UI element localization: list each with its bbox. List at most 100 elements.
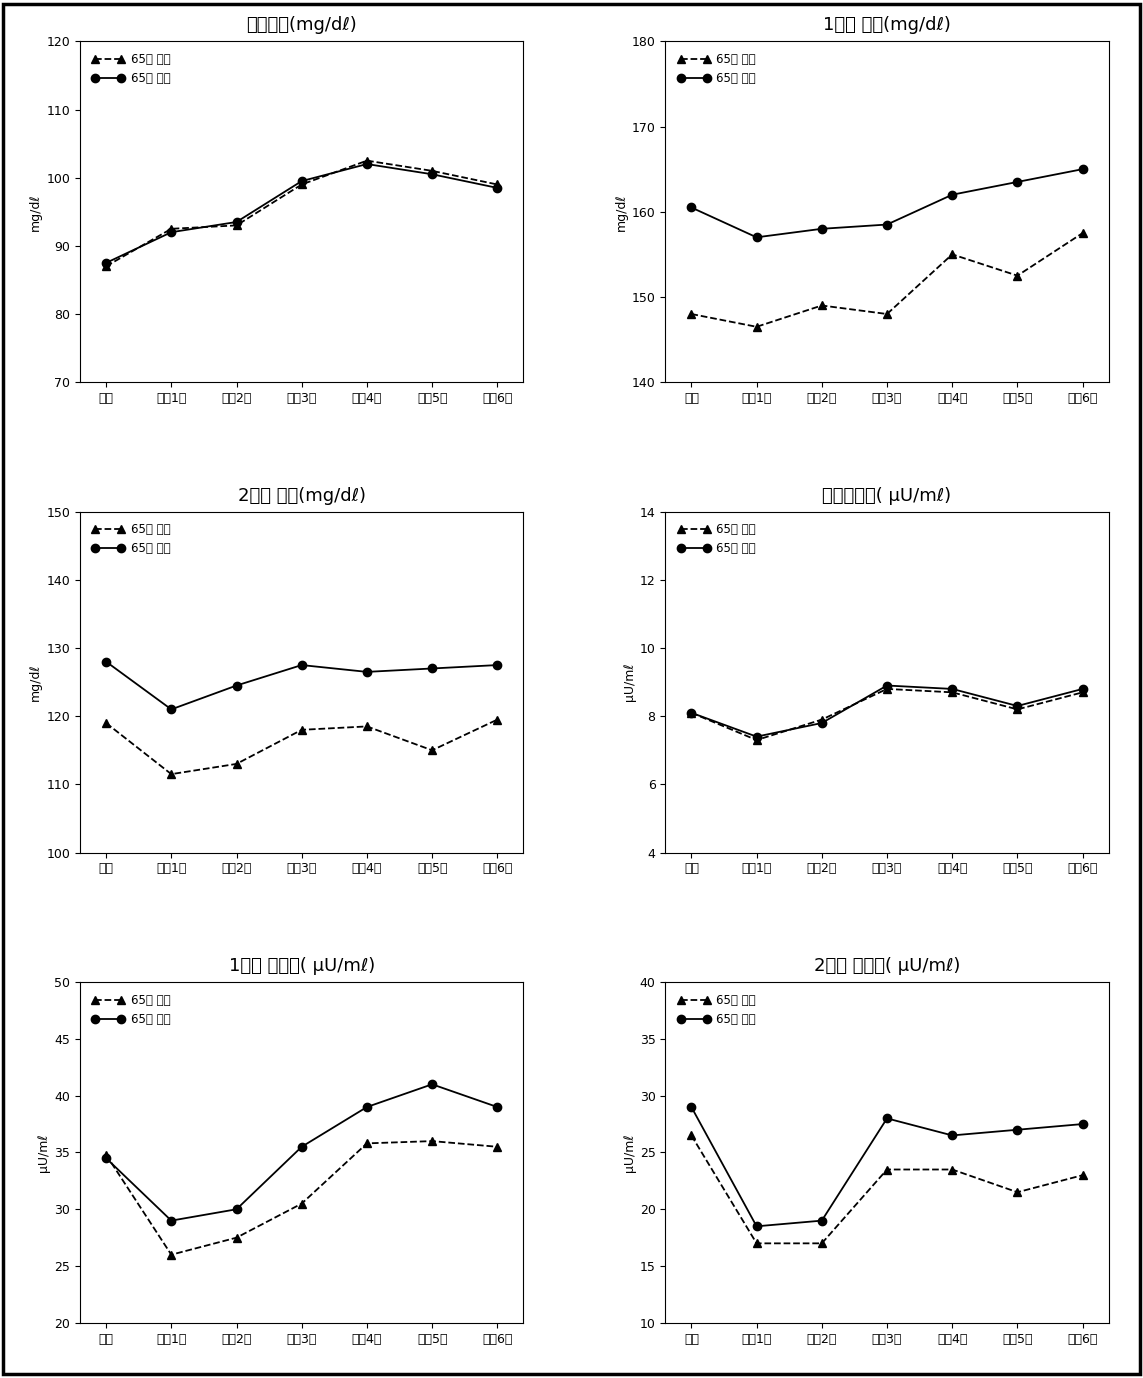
65세 이상 [165,1213,178,1229]
65세 미만 [295,722,309,739]
65세 이상 [1076,161,1089,178]
65세 미만 [815,298,829,314]
Y-axis label: μU/mℓ: μU/mℓ [623,1133,636,1171]
Y-axis label: mg/dℓ: mg/dℓ [615,193,628,230]
65세 미만 [490,176,504,193]
65세 이상 [295,172,309,189]
Line: 65세 이상: 65세 이상 [102,160,502,267]
Line: 65세 이상: 65세 이상 [102,1080,502,1225]
Legend: 65세 미만, 65세 이상: 65세 미만, 65세 이상 [671,988,761,1032]
65세 이상 [230,677,243,693]
Legend: 65세 미만, 65세 이상: 65세 미만, 65세 이상 [86,518,176,561]
Line: 65세 미만: 65세 미만 [687,1131,1087,1247]
65세 미만 [165,766,178,783]
65세 미만 [685,306,698,322]
65세 이상 [685,200,698,216]
Legend: 65세 미만, 65세 이상: 65세 미만, 65세 이상 [86,988,176,1032]
Line: 65세 미만: 65세 미만 [687,685,1087,744]
65세 미만 [425,741,439,758]
65세 미만 [99,715,113,732]
65세 이상 [490,657,504,674]
65세 미만 [815,1235,829,1251]
65세 이상 [815,220,829,237]
65세 이상 [165,701,178,718]
Legend: 65세 미만, 65세 이상: 65세 미만, 65세 이상 [86,47,176,91]
Line: 65세 이상: 65세 이상 [687,681,1087,741]
65세 이상 [750,729,764,745]
65세 미만 [360,1135,374,1152]
65세 이상 [425,660,439,677]
65세 미만 [360,153,374,169]
Line: 65세 이상: 65세 이상 [102,657,502,714]
Y-axis label: μU/mℓ: μU/mℓ [623,663,636,701]
65세 미만 [230,218,243,234]
65세 이상 [815,1213,829,1229]
65세 이상 [1076,681,1089,697]
65세 미만 [490,711,504,728]
65세 미만 [1076,225,1089,241]
65세 미만 [945,247,959,263]
65세 미만 [685,704,698,721]
65세 미만 [750,318,764,335]
65세 이상 [945,681,959,697]
65세 미만 [750,1235,764,1251]
65세 이상 [880,216,894,233]
65세 이상 [1076,1116,1089,1133]
65세 미만 [99,258,113,274]
65세 미만 [1076,683,1089,700]
Title: 1시간 혈당(mg/dℓ): 1시간 혈당(mg/dℓ) [823,17,951,34]
Line: 65세 미만: 65세 미만 [687,229,1087,331]
65세 미만 [230,755,243,772]
65세 미만 [295,176,309,193]
65세 이상 [230,1202,243,1218]
65세 이상 [750,1218,764,1235]
65세 이상 [945,186,959,203]
65세 미만 [880,1162,894,1178]
65세 미만 [295,1195,309,1211]
65세 이상 [815,715,829,732]
65세 이상 [165,225,178,241]
65세 미만 [750,732,764,748]
65세 이상 [945,1127,959,1144]
Y-axis label: μU/mℓ: μU/mℓ [37,1133,50,1171]
65세 이상 [1010,174,1024,190]
65세 미만 [1010,267,1024,284]
Title: 2시간 인슐런( μU/mℓ): 2시간 인슐런( μU/mℓ) [814,956,960,974]
65세 이상 [99,653,113,670]
65세 미만 [1076,1167,1089,1184]
65세 미만 [490,1138,504,1155]
65세 이상 [880,677,894,693]
Title: 공복인슐런( μU/mℓ): 공복인슐런( μU/mℓ) [823,486,952,504]
Legend: 65세 미만, 65세 이상: 65세 미만, 65세 이상 [671,518,761,561]
Y-axis label: mg/dℓ: mg/dℓ [30,663,42,701]
65세 이상 [1010,697,1024,714]
65세 이상 [360,1098,374,1115]
65세 미만 [360,718,374,734]
65세 미만 [425,163,439,179]
65세 이상 [685,1098,698,1115]
65세 미만 [230,1229,243,1246]
65세 이상 [685,704,698,721]
65세 미만 [815,711,829,728]
65세 이상 [1010,1122,1024,1138]
65세 이상 [295,1138,309,1155]
65세 이상 [750,229,764,245]
65세 이상 [490,179,504,196]
65세 미만 [165,1247,178,1264]
65세 이상 [880,1111,894,1127]
65세 이상 [230,214,243,230]
Line: 65세 이상: 65세 이상 [687,1102,1087,1231]
65세 미만 [945,683,959,700]
65세 이상 [425,1076,439,1093]
65세 이상 [360,664,374,681]
65세 이상 [295,657,309,674]
65세 미만 [880,306,894,322]
65세 미만 [99,1146,113,1163]
Legend: 65세 미만, 65세 이상: 65세 미만, 65세 이상 [671,47,761,91]
65세 미만 [945,1162,959,1178]
Line: 65세 미만: 65세 미만 [102,157,502,270]
65세 이상 [425,165,439,182]
Title: 1시간 인슐런( μU/mℓ): 1시간 인슐런( μU/mℓ) [229,956,375,974]
65세 미만 [425,1133,439,1149]
65세 미만 [1010,1184,1024,1200]
